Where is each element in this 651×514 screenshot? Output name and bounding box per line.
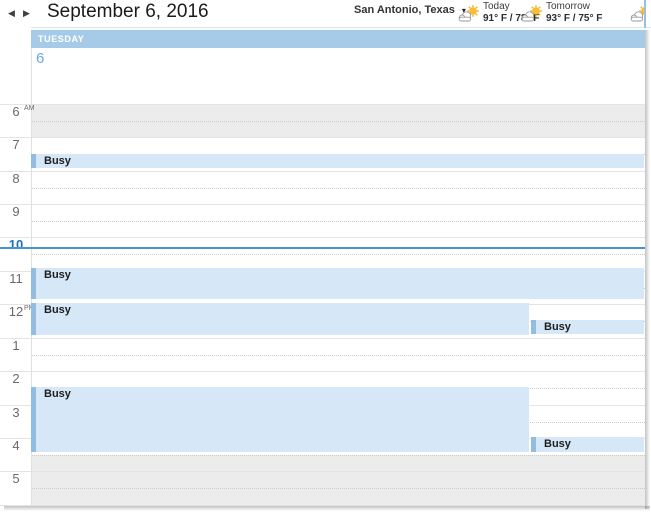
meridiem-label: PM [24, 305, 35, 312]
busy-status-bar [31, 268, 36, 299]
hour-label: 6 AM [4, 104, 35, 120]
half-hour-gridline [31, 254, 645, 255]
hour-label: 3 [4, 405, 34, 421]
hour-number: 5 [12, 471, 20, 486]
hour-label: 1 [4, 338, 34, 354]
calendar-event[interactable]: Busy [31, 387, 529, 452]
non-working-hours-band [31, 104, 645, 137]
forecast-tomorrow-label: Tomorrow [546, 1, 590, 12]
hour-number: 2 [12, 371, 20, 386]
busy-status-bar [31, 154, 36, 168]
event-title: Busy [44, 304, 71, 316]
non-working-hours-band [31, 455, 645, 505]
hour-label: 8 [4, 171, 34, 187]
forecast-today-temps: 91° F / 78° F [483, 13, 540, 24]
busy-status-bar [531, 320, 536, 334]
weather-location-label: San Antonio, Texas [354, 4, 455, 16]
half-hour-gridline [31, 188, 645, 189]
calendar-event[interactable]: Busy [531, 437, 644, 452]
hour-number: 3 [12, 405, 20, 420]
date-number: 6 [36, 50, 45, 67]
calendar-event[interactable]: Busy [31, 268, 644, 299]
calendar-event[interactable]: Busy [31, 303, 529, 335]
page-title: September 6, 2016 [47, 1, 209, 22]
event-title: Busy [44, 388, 71, 400]
hour-number: 1 [12, 338, 20, 353]
pane-shadow-bottom [4, 506, 650, 511]
hour-label: 10 [4, 238, 34, 253]
forecast-today-label: Today [483, 1, 510, 12]
hour-number: 9 [12, 204, 20, 219]
previous-day-button[interactable]: ◀ [8, 8, 15, 18]
partly-sunny-icon [520, 4, 544, 29]
partly-sunny-icon [629, 4, 645, 25]
half-hour-gridline [31, 488, 645, 489]
calendar-event[interactable]: Busy [531, 320, 644, 334]
hour-gridline [0, 204, 645, 205]
meridiem-label: AM [24, 105, 35, 112]
day-header-banner[interactable]: TUESDAY [31, 30, 645, 48]
hour-number: 7 [12, 137, 20, 152]
forecast-tomorrow[interactable]: Tomorrow 93° F / 75° F [520, 1, 603, 29]
hour-label: 7 [4, 137, 34, 153]
next-day-button[interactable]: ▶ [23, 8, 30, 18]
half-hour-gridline [31, 455, 645, 456]
event-title: Busy [544, 438, 571, 450]
hour-number: 12 [8, 304, 24, 319]
forecast-tomorrow-temps: 93° F / 75° F [546, 13, 603, 24]
hour-gridline [0, 505, 645, 506]
event-title: Busy [44, 269, 71, 281]
hour-gridline [0, 338, 645, 339]
hour-label: 2 [4, 371, 34, 387]
header-divider [31, 27, 651, 28]
hour-label: 9 [4, 204, 34, 220]
half-hour-gridline [31, 355, 645, 356]
partly-sunny-icon [457, 4, 481, 29]
hour-label: 4 [4, 438, 34, 454]
hour-gridline [0, 237, 645, 238]
half-hour-gridline [31, 121, 645, 122]
hour-number: 6 [12, 104, 20, 119]
event-title: Busy [544, 321, 571, 333]
hour-gridline [0, 171, 645, 172]
hour-label: 11 [4, 271, 34, 287]
hour-number: 8 [12, 171, 20, 186]
forecast-today[interactable]: Today 91° F / 78° F [457, 1, 540, 29]
hour-label: 5 [4, 471, 34, 487]
hour-gridline [0, 471, 645, 472]
pane-shadow-right [645, 30, 650, 509]
current-time-line [0, 247, 645, 249]
weather-location-dropdown[interactable]: San Antonio, Texas ▾ [354, 4, 466, 16]
hour-number: 4 [12, 438, 20, 453]
busy-status-bar [31, 387, 36, 452]
chevron-down-icon: ▾ [461, 6, 466, 15]
forecast-next-clipped[interactable] [629, 1, 645, 25]
event-title: Busy [44, 155, 71, 167]
calendar-event[interactable]: Busy [31, 154, 644, 168]
busy-status-bar [31, 303, 36, 335]
hour-gridline [0, 104, 645, 105]
hour-number: 11 [9, 271, 23, 286]
pane-edge-line [644, 0, 646, 28]
half-hour-gridline [31, 221, 645, 222]
hour-gridline [0, 371, 645, 372]
hour-label: 12 PM [4, 304, 35, 320]
busy-status-bar [531, 437, 536, 452]
hour-gridline [0, 137, 645, 138]
